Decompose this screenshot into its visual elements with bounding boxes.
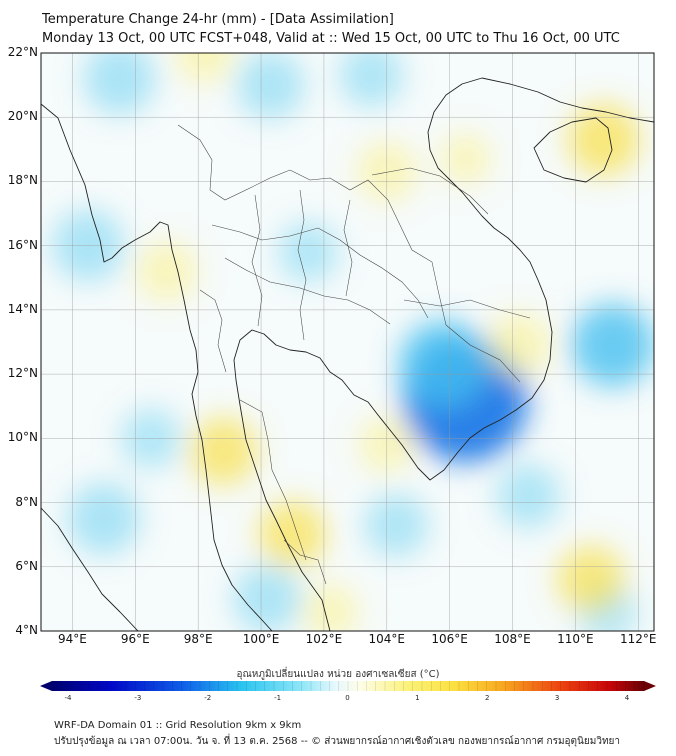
latitude-label: 10°N [7, 430, 38, 445]
longitude-label: 100°E [242, 632, 280, 646]
latitude-label: 18°N [7, 173, 38, 188]
latitude-label: 20°N [7, 109, 38, 124]
graticule [41, 53, 654, 631]
update-credit: ปรับปรุงข้อมูล ณ เวลา 07:00น. วัน จ. ที่… [54, 736, 621, 747]
warming-area [302, 583, 359, 631]
latitude-label: 12°N [7, 366, 38, 381]
cooling-area [496, 464, 561, 529]
colorbar-tick-label: 1 [415, 694, 420, 702]
colorbar-tick-label: 2 [485, 694, 490, 702]
longitude-label: 96°E [120, 632, 150, 646]
latitude-label: 8°N [15, 494, 38, 509]
warming-area [486, 313, 551, 378]
cooling-area [236, 53, 305, 120]
coastlines [41, 77, 654, 631]
latitude-label: 4°N [15, 623, 38, 637]
latitude-label: 16°N [7, 237, 38, 252]
warming-area [439, 132, 492, 185]
admin-boundaries [177, 124, 531, 585]
map-subtitle: Monday 13 Oct, 00 UTC FCST+048, Valid at… [42, 31, 620, 46]
colorbar-title: อุณหภูมิเปลี่ยนแปลง หน่วย องศาเซลเซียส (… [236, 669, 440, 680]
map-title: Temperature Change 24-hr (mm) - [Data As… [42, 12, 394, 27]
hainan-island [533, 117, 613, 183]
warming-area [189, 417, 258, 486]
cooling-area [83, 53, 156, 115]
map-background [41, 53, 654, 631]
cooling-area [339, 53, 404, 108]
colorbar-tick-label: 0 [345, 694, 350, 702]
colorbar-tick-label: -2 [204, 694, 212, 702]
cooling-area [571, 303, 654, 388]
colorbar-tick-marks [51, 681, 645, 691]
colorbar-tick-label: 3 [554, 694, 560, 702]
longitude-label: 108°E [494, 632, 531, 646]
model-info: WRF-DA Domain 01 :: Grid Resolution 9km … [54, 720, 302, 731]
colorbar-tick-label: -4 [64, 694, 72, 702]
cooling-area [233, 564, 302, 631]
warming-area [258, 500, 327, 569]
colorbar-bar [52, 681, 644, 691]
colorbar-min-arrow [40, 681, 52, 691]
colorbar-tick-label: -3 [134, 694, 142, 702]
longitude-label: 104°E [368, 632, 406, 646]
latitude-label: 22°N [7, 45, 38, 59]
cooling-area [364, 493, 429, 558]
longitude-label: 110°E [557, 632, 594, 646]
warming-area [136, 241, 197, 302]
longitude-label: 94°E [57, 632, 87, 646]
map-frame [40, 52, 655, 632]
warming-area [557, 545, 626, 614]
longitude-label: 106°E [431, 632, 468, 646]
myanmar-west-coast [41, 103, 273, 631]
sumatra-north [41, 507, 139, 631]
latitude-label: 14°N [7, 301, 38, 316]
cooling-area [399, 320, 488, 409]
temperature-field [52, 53, 654, 631]
cooling-area [67, 482, 140, 555]
colorbar-max-arrow [644, 681, 656, 691]
south-china-coast [481, 77, 654, 123]
longitude-label: 112°E [620, 632, 657, 646]
longitude-label: 98°E [183, 632, 213, 646]
warming-area [174, 53, 235, 83]
gulf-of-thailand-coast [233, 77, 553, 631]
cooling-area [278, 222, 339, 283]
colorbar-tick-label: -1 [274, 694, 282, 702]
latitude-label: 6°N [15, 558, 38, 573]
longitude-label: 102°E [305, 632, 343, 646]
warming-area [567, 103, 640, 176]
colorbar-tick-label: 4 [624, 694, 630, 702]
